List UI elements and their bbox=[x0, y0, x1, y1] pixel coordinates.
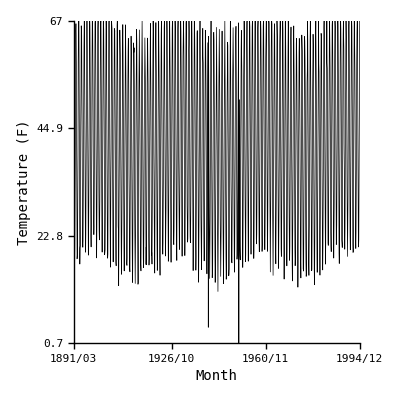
X-axis label: Month: Month bbox=[196, 369, 238, 383]
Y-axis label: Temperature (F): Temperature (F) bbox=[17, 119, 31, 245]
